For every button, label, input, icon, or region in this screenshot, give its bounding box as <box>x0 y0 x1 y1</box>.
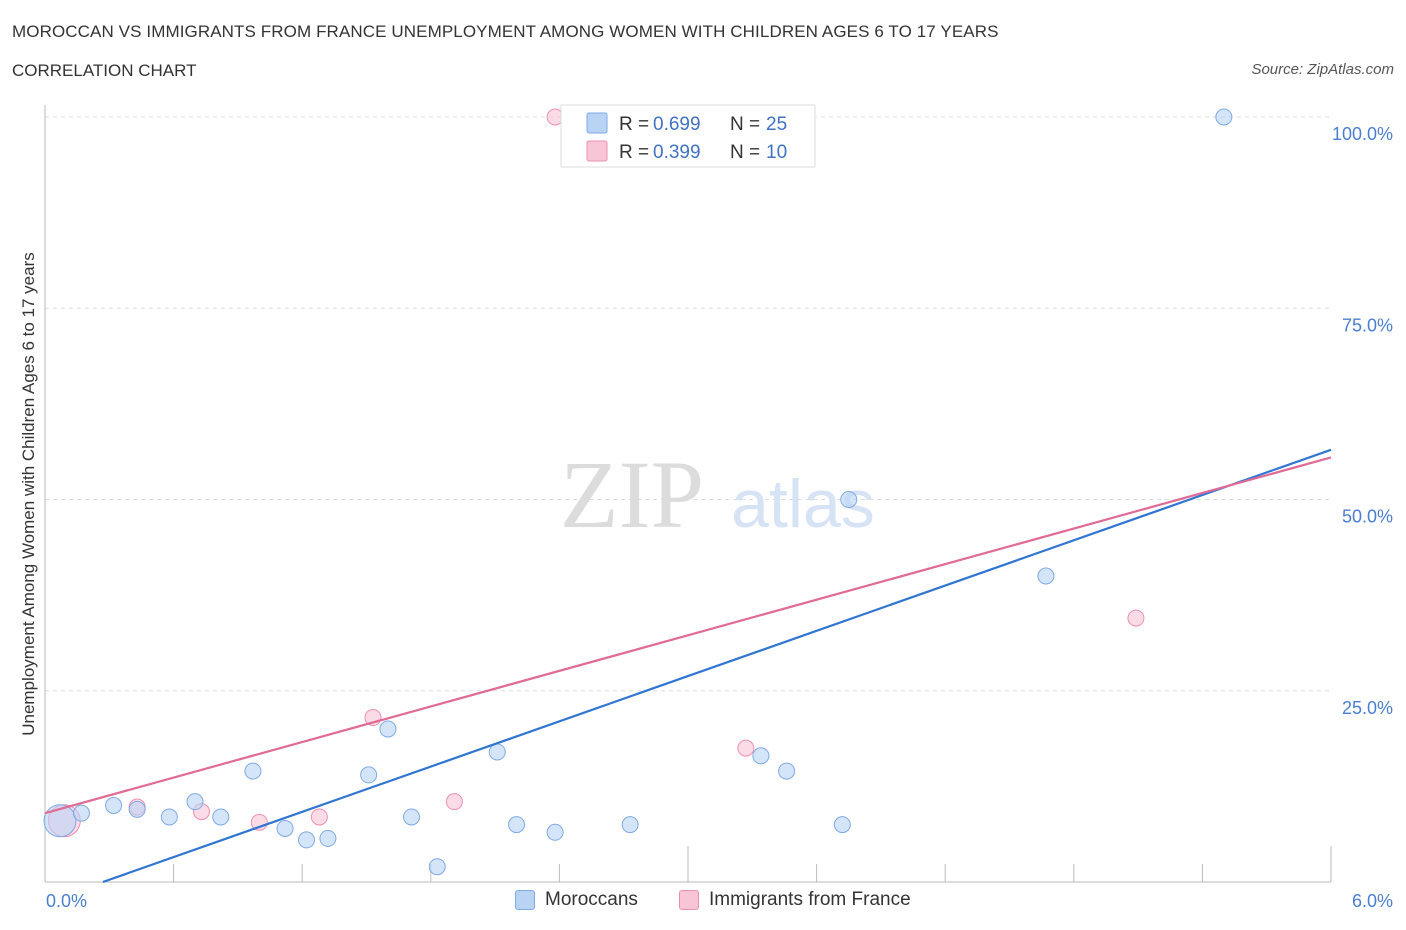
moroccans-point-2 <box>105 797 123 814</box>
bottom-legend: Moroccans Immigrants from France <box>0 889 1406 915</box>
moroccans-point-5 <box>186 793 204 811</box>
moroccans-point-19 <box>752 747 770 765</box>
moroccans-point-17 <box>546 823 564 841</box>
moroccans-point-18 <box>621 816 639 834</box>
legend-swatch-france <box>586 140 608 162</box>
legend-r-value-1: 0.699 <box>653 114 701 135</box>
chart-subtitle: CORRELATION CHART <box>12 61 197 80</box>
y-axis-label: Unemployment Among Women with Children A… <box>19 252 38 736</box>
france-point-8 <box>737 739 755 757</box>
legend-r-value-2: 0.399 <box>653 142 701 163</box>
legend-n-label-2: N = <box>730 142 765 163</box>
legend-swatch-moroccans <box>586 112 608 134</box>
moroccans-point-11 <box>360 766 378 784</box>
france-point-4 <box>310 808 328 826</box>
moroccans-point-8 <box>276 819 294 837</box>
y-tick-label-0: 25.0% <box>1342 698 1393 718</box>
legend-swatch-france-bottom <box>679 890 699 910</box>
legend-label-moroccans: Moroccans <box>545 889 638 910</box>
y-tick-label-2: 75.0% <box>1342 315 1393 335</box>
moroccans-point-0 <box>43 804 77 838</box>
legend-n-value-2: 10 <box>766 142 787 163</box>
x-tick-label-0: 0.0% <box>46 891 87 911</box>
legend-swatch-moroccans-bottom <box>515 890 535 910</box>
moroccans-point-3 <box>128 800 146 818</box>
chart-title: MOROCCAN VS IMMIGRANTS FROM FRANCE UNEMP… <box>12 22 999 41</box>
legend-label-france: Immigrants from France <box>709 889 911 910</box>
axes <box>44 105 1332 883</box>
france-trend-line <box>44 456 1332 815</box>
moroccans-point-9 <box>297 831 315 849</box>
moroccans-point-16 <box>508 816 526 834</box>
legend-r-label-2: R = <box>619 142 654 163</box>
x-tick-label-1: 6.0% <box>1352 891 1393 911</box>
legend-item-france: Immigrants from France <box>679 889 911 911</box>
legend-r-label-1: R = <box>619 114 654 135</box>
moroccans-point-15 <box>488 743 506 761</box>
france-point-6 <box>445 793 463 811</box>
legend-n-label-1: N = <box>730 114 765 135</box>
moroccans-point-10 <box>319 829 337 847</box>
tick-labels: 25.0% 50.0% 75.0% 100.0% 0.0% 6.0% <box>46 124 1393 911</box>
moroccans-point-24 <box>1215 108 1233 126</box>
source-credit: Source: ZipAtlas.com <box>1251 61 1394 78</box>
moroccans-point-1 <box>72 804 90 822</box>
moroccans-point-4 <box>160 808 178 826</box>
moroccans-point-23 <box>1037 567 1055 585</box>
france-point-9 <box>1127 609 1145 627</box>
moroccans-point-14 <box>428 858 446 876</box>
moroccans-trend-line <box>102 448 1332 884</box>
moroccans-point-21 <box>833 816 851 834</box>
moroccans-point-12 <box>379 720 397 738</box>
legend-box: R = 0.699 N = 25 R = 0.399 N = 10 <box>560 104 816 168</box>
watermark: ZIP atlas <box>560 441 875 548</box>
legend-item-moroccans: Moroccans <box>515 889 638 911</box>
gridlines <box>45 116 1331 692</box>
moroccans-point-6 <box>212 808 230 826</box>
moroccans-point-7 <box>244 762 262 780</box>
y-tick-label-3: 100.0% <box>1332 124 1393 144</box>
trend-lines <box>44 448 1332 884</box>
moroccans-point-20 <box>778 762 796 780</box>
watermark-zip: ZIP <box>560 441 704 548</box>
moroccans-point-13 <box>403 808 421 826</box>
moroccans-point-22 <box>840 491 858 508</box>
legend-n-value-1: 25 <box>766 114 787 135</box>
y-tick-label-1: 50.0% <box>1342 507 1393 527</box>
